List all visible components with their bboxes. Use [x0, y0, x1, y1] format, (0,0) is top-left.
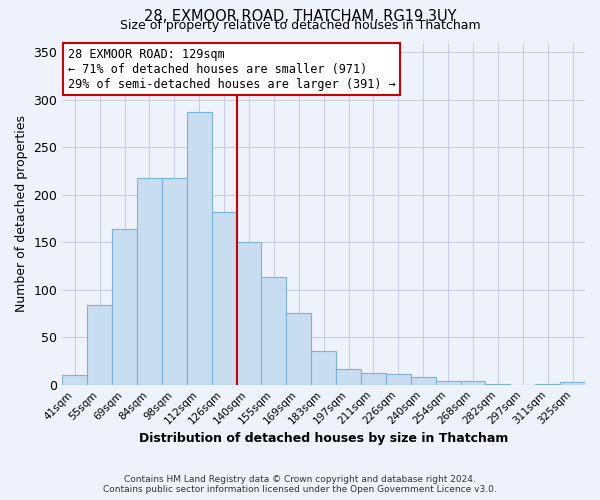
Bar: [212, 212, 236, 384]
Bar: [336, 368, 361, 384]
Bar: [236, 242, 262, 384]
Bar: [411, 377, 436, 384]
Bar: [461, 381, 485, 384]
Bar: [262, 278, 286, 384]
Bar: [162, 178, 187, 384]
Bar: [560, 382, 585, 384]
Text: Size of property relative to detached houses in Thatcham: Size of property relative to detached ho…: [119, 19, 481, 32]
X-axis label: Distribution of detached houses by size in Thatcham: Distribution of detached houses by size …: [139, 432, 508, 445]
Bar: [87, 305, 112, 384]
Text: 28, EXMOOR ROAD, THATCHAM, RG19 3UY: 28, EXMOOR ROAD, THATCHAM, RG19 3UY: [144, 9, 456, 24]
Bar: [361, 374, 386, 384]
Text: 28 EXMOOR ROAD: 129sqm
← 71% of detached houses are smaller (971)
29% of semi-de: 28 EXMOOR ROAD: 129sqm ← 71% of detached…: [68, 48, 395, 90]
Text: Contains HM Land Registry data © Crown copyright and database right 2024.
Contai: Contains HM Land Registry data © Crown c…: [103, 474, 497, 494]
Bar: [386, 374, 411, 384]
Bar: [311, 352, 336, 384]
Bar: [286, 314, 311, 384]
Bar: [187, 112, 212, 384]
Bar: [112, 229, 137, 384]
Bar: [436, 381, 461, 384]
Y-axis label: Number of detached properties: Number of detached properties: [15, 115, 28, 312]
Bar: [62, 375, 87, 384]
Bar: [137, 178, 162, 384]
